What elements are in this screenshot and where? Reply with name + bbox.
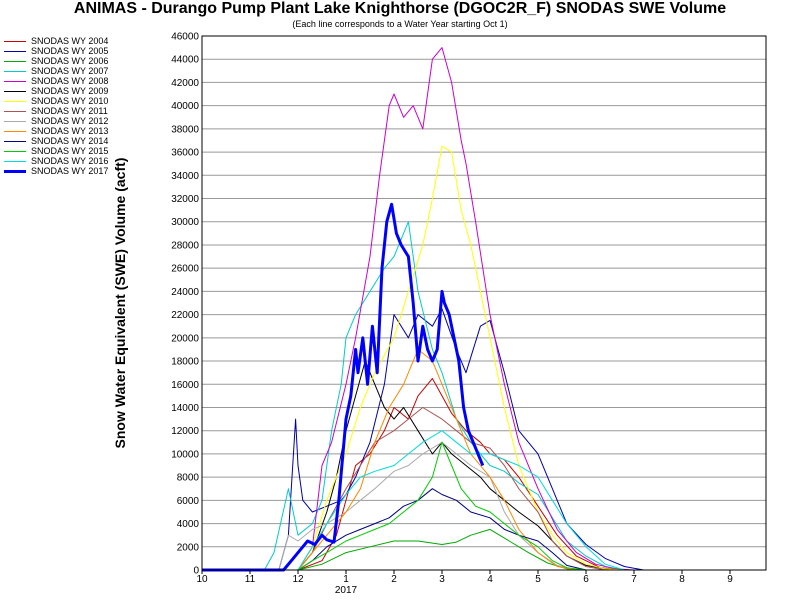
x-tick-label: 6 [583,574,589,585]
legend-label: SNODAS WY 2010 [31,96,109,106]
x-year-label: 2017 [335,585,358,596]
y-tick-label: 30000 [171,217,199,228]
legend-label: SNODAS WY 2009 [31,86,109,96]
axes: 0 2000 4000 6000 8000 10000 12000 14000 16000 180… [171,32,733,597]
y-tick-label: 34000 [171,171,199,182]
y-tick-label: 38000 [171,124,199,135]
legend-item: SNODAS WY 2014 [4,136,154,146]
legend-swatch [4,169,26,173]
legend-label: SNODAS WY 2017 [31,166,109,176]
chart-subtitle: (Each line corresponds to a Water Year s… [292,19,508,29]
y-tick-label: 32000 [171,194,199,205]
legend-item: SNODAS WY 2005 [4,46,154,56]
legend-item: SNODAS WY 2004 [4,36,154,46]
legend-swatch [4,110,26,112]
y-tick-label: 18000 [171,357,199,368]
legend-item: SNODAS WY 2011 [4,106,154,116]
legend-label: SNODAS WY 2007 [31,66,109,76]
y-tick-label: 40000 [171,101,199,112]
x-tick-label: 11 [245,574,256,585]
legend-item: SNODAS WY 2009 [4,86,154,96]
grid [202,35,766,571]
legend-label: SNODAS WY 2011 [31,106,108,116]
series-line-snodas-wy-2012 [202,441,577,571]
x-tick-label: 3 [439,574,445,585]
legend-swatch [4,160,26,162]
legend-label: SNODAS WY 2015 [31,146,109,156]
legend-item: SNODAS WY 2017 [4,166,154,176]
legend-swatch [4,140,26,142]
legend-item: SNODAS WY 2012 [4,116,154,126]
legend-swatch [4,90,26,92]
legend-label: SNODAS WY 2013 [31,126,109,136]
plot-frame [201,35,767,571]
y-tick-label: 46000 [171,32,199,43]
y-tick-label: 28000 [171,240,199,251]
legend-label: SNODAS WY 2004 [31,36,109,46]
y-tick-label: 26000 [171,264,199,275]
x-tick-label: 1 [343,574,349,585]
legend-item: SNODAS WY 2016 [4,156,154,166]
legend-label: SNODAS WY 2006 [31,56,109,66]
x-tick-label: 12 [292,574,304,585]
series-group [202,47,644,572]
y-tick-label: 36000 [171,148,199,159]
x-tick-label: 5 [535,574,541,585]
x-tick-label: 2 [391,574,397,585]
y-tick-label: 10000 [171,449,199,460]
series-line-snodas-wy-2010 [202,145,625,571]
series-line-snodas-wy-2015 [202,441,587,571]
legend-swatch [4,100,26,102]
y-tick-label: 8000 [177,473,200,484]
legend: SNODAS WY 2004 SNODAS WY 2005 SNODAS WY 20… [4,36,154,176]
chart-title: ANIMAS - Durango Pump Plant Lake Knighth… [73,0,727,17]
series-line-snodas-wy-2004 [202,378,625,571]
legend-item: SNODAS WY 2013 [4,126,154,136]
y-tick-label: 4000 [177,519,200,530]
series-line-snodas-wy-2008 [202,47,635,571]
x-tick-label: 8 [679,574,685,585]
legend-item: SNODAS WY 2007 [4,66,154,76]
y-tick-label: 14000 [171,403,199,414]
legend-label: SNODAS WY 2005 [31,46,109,56]
x-tick-label: 10 [196,574,208,585]
legend-swatch [4,50,26,52]
legend-label: SNODAS WY 2012 [31,116,109,126]
legend-label: SNODAS WY 2008 [31,76,109,86]
x-tick-label: 4 [487,574,493,585]
y-tick-label: 42000 [171,78,199,89]
legend-item: SNODAS WY 2015 [4,146,154,156]
series-line-snodas-wy-2005 [202,308,644,571]
legend-swatch [4,120,26,122]
legend-swatch [4,80,26,82]
y-tick-label: 44000 [171,55,199,66]
y-tick-label: 2000 [177,542,200,553]
legend-swatch [4,150,26,152]
series-line-snodas-wy-2009 [202,360,625,571]
series-line-snodas-wy-2007 [202,221,625,571]
legend-item: SNODAS WY 2008 [4,76,154,86]
series-line-snodas-wy-2013 [202,348,577,571]
legend-swatch [4,40,26,42]
legend-label: SNODAS WY 2016 [31,156,109,166]
x-tick-label: 9 [727,574,733,585]
legend-swatch [4,70,26,72]
y-tick-label: 12000 [171,426,199,437]
y-tick-label: 24000 [171,287,199,298]
legend-label: SNODAS WY 2014 [31,136,109,146]
y-tick-label: 0 [193,566,199,577]
series-line-snodas-wy-2017 [202,202,485,572]
x-tick-label: 7 [631,574,637,585]
y-tick-label: 6000 [177,496,200,507]
y-tick-label: 20000 [171,333,199,344]
legend-item: SNODAS WY 2010 [4,96,154,106]
series-line-snodas-wy-2006 [202,528,587,571]
legend-swatch [4,130,26,132]
legend-item: SNODAS WY 2006 [4,56,154,66]
y-tick-label: 16000 [171,380,199,391]
legend-swatch [4,60,26,62]
y-tick-label: 22000 [171,310,199,321]
series-line-snodas-wy-2011 [202,407,606,571]
